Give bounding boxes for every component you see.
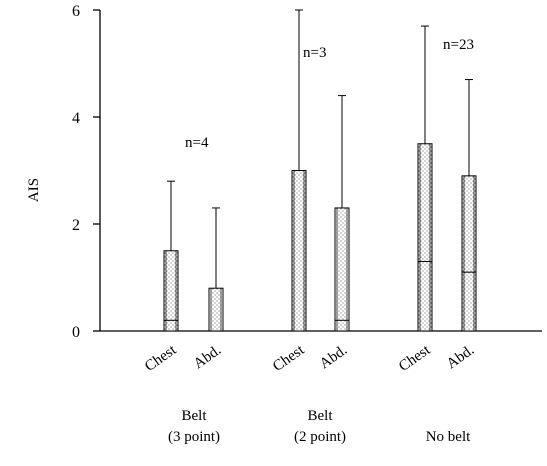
bar (461, 175, 477, 332)
category-label: Abd. (191, 342, 224, 372)
group-label: No belt (426, 429, 471, 445)
group-label: Belt (182, 408, 208, 424)
bar (208, 287, 224, 332)
y-tick-label: 2 (72, 217, 80, 234)
sample-size-annotation: n=4 (185, 135, 209, 151)
category-label: Abd. (317, 342, 350, 372)
y-tick-label: 0 (72, 324, 80, 341)
y-axis-label: AIS (26, 178, 42, 202)
group-label-sub: (2 point) (294, 429, 346, 445)
bar (334, 207, 350, 332)
category-label: Chest (396, 342, 434, 375)
sample-size-annotation: n=3 (303, 45, 326, 61)
bar (291, 170, 307, 332)
bar (417, 143, 433, 332)
y-tick-label: 4 (72, 110, 80, 127)
category-label: Abd. (444, 342, 477, 372)
category-label: Chest (142, 342, 180, 375)
group-label: Belt (308, 408, 334, 424)
y-tick-label: 6 (72, 3, 80, 20)
group-label-sub: (3 point) (168, 429, 220, 445)
bar (163, 250, 179, 332)
sample-size-annotation: n=23 (443, 37, 474, 53)
category-label: Chest (270, 342, 308, 375)
